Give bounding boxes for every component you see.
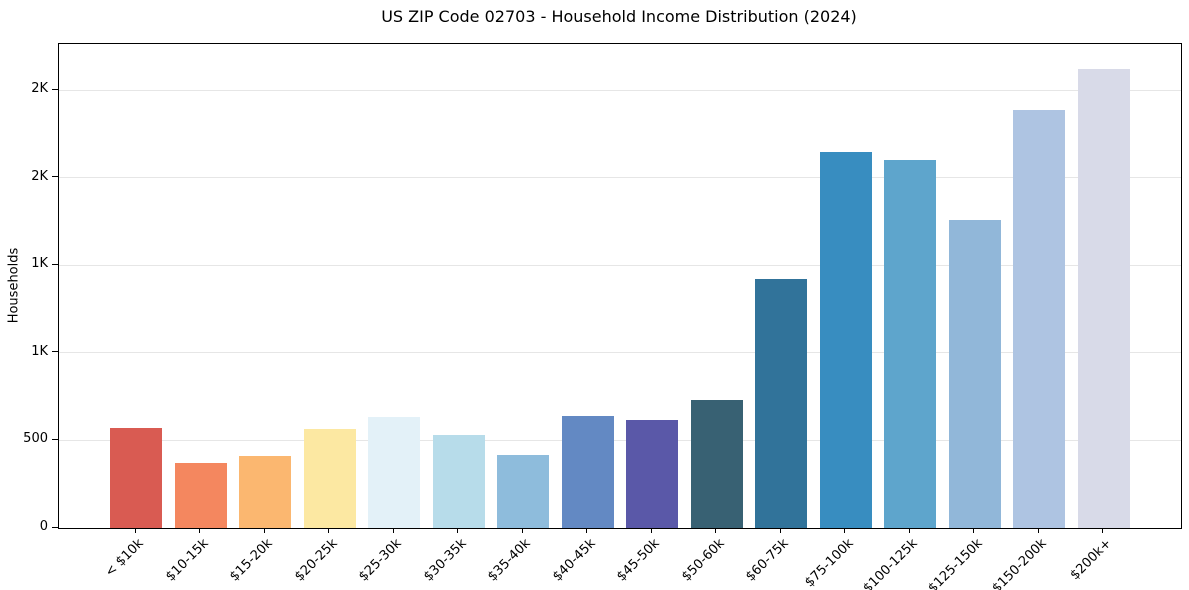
income-bar <box>690 400 743 528</box>
y-tick-mark <box>52 526 58 528</box>
x-tick-mark <box>650 528 652 533</box>
x-tick-mark <box>1102 528 1103 533</box>
x-tick-mark <box>134 528 136 533</box>
income-bar <box>1077 69 1130 528</box>
y-tick-mark <box>52 438 58 440</box>
y-tick-label: 0 <box>39 519 48 534</box>
y-tick-mark <box>52 176 58 178</box>
x-tick-mark <box>586 528 587 533</box>
x-tick-mark <box>908 528 910 533</box>
x-tick-mark <box>328 528 329 533</box>
income-bar <box>948 219 1001 528</box>
income-bar <box>239 456 291 528</box>
gridline <box>59 177 1181 179</box>
income-bar <box>174 463 227 528</box>
income-bar <box>303 429 356 528</box>
x-tick-mark <box>521 528 523 533</box>
x-tick-mark <box>1037 528 1039 533</box>
plot-area <box>58 43 1182 529</box>
chart-title: US ZIP Code 02703 - Household Income Dis… <box>381 7 857 26</box>
y-tick-label: 2K <box>31 81 48 97</box>
income-bar <box>1013 109 1065 528</box>
y-tick-mark <box>52 351 58 353</box>
income-bar <box>368 416 420 528</box>
y-tick-label: 1K <box>31 343 48 359</box>
gridline <box>59 89 1181 91</box>
x-tick-mark <box>199 528 200 533</box>
x-tick-mark <box>844 528 845 533</box>
income-bar <box>626 419 678 528</box>
y-tick-label: 1K <box>31 256 48 272</box>
x-tick-mark <box>715 528 716 533</box>
income-bar <box>497 454 549 528</box>
x-tick-mark <box>779 528 781 533</box>
income-bar <box>884 160 936 528</box>
x-tick-mark <box>392 528 394 533</box>
income-bar <box>819 151 872 528</box>
y-tick-mark <box>52 263 58 265</box>
y-tick-mark <box>52 88 58 90</box>
y-tick-label: 2K <box>31 168 48 184</box>
income-bar <box>432 435 485 528</box>
income-bar <box>110 428 162 528</box>
gridline <box>59 439 1181 441</box>
gridline <box>59 264 1181 266</box>
gridline <box>59 352 1181 354</box>
y-axis-label: Households <box>6 247 22 324</box>
x-tick-mark <box>263 528 265 533</box>
income-bar <box>561 416 614 528</box>
x-tick-label: < $10k <box>102 536 147 581</box>
x-tick-mark <box>973 528 974 533</box>
y-tick-label: 500 <box>23 431 48 447</box>
income-bar <box>755 279 807 528</box>
x-tick-mark <box>457 528 458 533</box>
